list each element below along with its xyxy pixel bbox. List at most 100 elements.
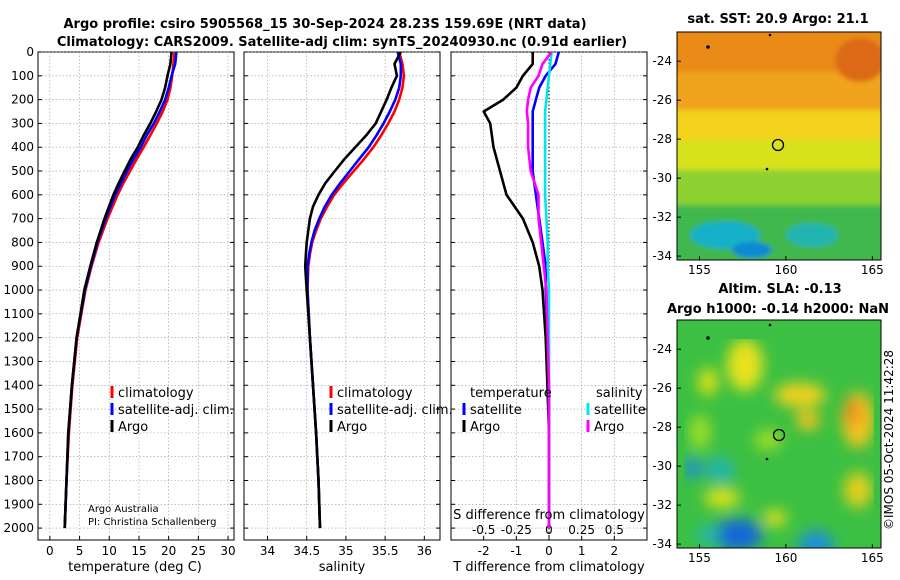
difference-legend: temperature satellite Argo salinity sate… [462, 386, 646, 435]
y-tick-label: 800 [11, 235, 34, 249]
salinity-xlabel: salinity [319, 560, 366, 575]
sla-mid [763, 510, 787, 526]
x-tick-label: 20 [161, 544, 176, 558]
x-tick-label: 34 [260, 544, 275, 558]
sla-coast-dot [768, 323, 772, 327]
sst-map-title: sat. SST: 20.9 Argo: 21.1 [687, 12, 868, 27]
credit-line1: Argo Australia [88, 504, 159, 515]
sst-cool-patch [690, 221, 760, 249]
map-y-tick-label: -32 [652, 498, 672, 512]
y-tick-label: 700 [11, 212, 34, 226]
y-tick-label: 400 [11, 140, 34, 154]
y-tick-label: 500 [11, 164, 34, 178]
sst-coast-dot [765, 167, 769, 171]
map-y-tick-label: -26 [652, 93, 672, 107]
sla-peak [845, 398, 861, 426]
sla-high [796, 410, 820, 430]
y-tick-label: 900 [11, 259, 34, 273]
x-tick-label: 34.5 [293, 544, 320, 558]
x2-tick-label: -0.5 [472, 523, 495, 537]
y-tick-label: 1700 [3, 450, 34, 464]
sst-coast-dot [768, 33, 772, 37]
sla-mid [704, 488, 740, 508]
series-line-salinity-argo [525, 51, 553, 529]
sla-high [698, 368, 718, 396]
salinity-panel: 34 34.5 35 35.5 36 [243, 51, 441, 558]
x-tick-label: -2 [478, 544, 490, 558]
temperature-xlabel: temperature (deg C) [68, 560, 202, 575]
x-tick-label: 25 [191, 544, 206, 558]
sla-map-field [677, 320, 881, 548]
sla-low [684, 458, 702, 478]
x-tick-label: 0 [545, 544, 553, 558]
y-tick-label: 1000 [3, 283, 34, 297]
sla-map-frame [676, 319, 882, 549]
figure-title-line1: Argo profile: csiro 5905568_15 30-Sep-20… [63, 17, 586, 32]
sla-low [706, 458, 734, 482]
sst-coast-dot [706, 45, 710, 49]
x-tick-label: 5 [76, 544, 84, 558]
sst-map-ticks: 155 160 165 -24 -26 -28 -30 -32 -34 [652, 54, 883, 277]
x-tick-label: 35.5 [372, 544, 399, 558]
legend-label-argo: Argo [337, 420, 367, 435]
y-tick-label: 1800 [3, 473, 34, 487]
y-tick-label: 200 [11, 93, 34, 107]
map-y-tick-label: -32 [652, 210, 672, 224]
map-y-tick-label: -30 [652, 171, 672, 185]
temperature-panel: 0100200300400500600700800900100011001200… [3, 45, 235, 558]
y-tick-label: 1200 [3, 331, 34, 345]
map-x-tick-label: 165 [861, 263, 884, 277]
map-x-tick-label: 155 [688, 551, 711, 565]
sla-low [798, 531, 834, 548]
x-tick-label: 35 [338, 544, 353, 558]
legend-title-salinity: salinity [596, 386, 643, 401]
sla-profile-marker [772, 428, 786, 442]
x-tick-label: 1 [578, 544, 586, 558]
difference-panel: -2 -1 0 1 2 -0.5 -0.25 0 0.25 0.5 [450, 51, 648, 558]
map-y-tick-label: -28 [652, 132, 672, 146]
legend-label-temp-argo: Argo [470, 420, 500, 435]
sla-low [714, 519, 762, 548]
watermark: ©IMOS 05-Oct-2024 11:42:28 [882, 350, 896, 530]
legend-label-climatology: climatology [118, 386, 194, 401]
y-tick-label: 600 [11, 188, 34, 202]
sst-cool-patch-2 [786, 223, 838, 247]
y-tick-label: 1400 [3, 378, 34, 392]
sst-warm-patch [835, 38, 881, 82]
map-x-tick-label: 155 [688, 263, 711, 277]
sst-map-frame [676, 31, 882, 261]
difference-xlabel: T difference from climatology [452, 560, 645, 575]
sla-mid [844, 472, 872, 508]
x-tick-label: 30 [220, 544, 235, 558]
salinity-legend: climatology satellite-adj. clim. Argo [329, 386, 453, 435]
y-tick-label: 1100 [3, 307, 34, 321]
legend-title-temperature: temperature [470, 386, 552, 401]
series-line-temperature-argo [482, 52, 551, 529]
x2-tick-label: 0.5 [605, 523, 624, 537]
sst-cold-patch [732, 242, 772, 258]
map-y-tick-label: -34 [652, 249, 672, 263]
map-y-tick-label: -28 [652, 420, 672, 434]
x-tick-label: -1 [510, 544, 522, 558]
temperature-legend: climatology satellite-adj. clim. Argo [110, 386, 234, 435]
x2-tick-label: -0.25 [501, 523, 532, 537]
map-y-tick-label: -24 [652, 54, 672, 68]
plot-frame [243, 51, 441, 541]
sla-low [696, 525, 720, 545]
legend-label-temp-satellite: satellite [470, 403, 522, 418]
sst-map-field [677, 32, 881, 260]
map-y-tick-label: -30 [652, 459, 672, 473]
sst-green-band [677, 170, 881, 210]
sla-coast-dot [765, 457, 769, 461]
map-y-tick-label: -24 [652, 342, 672, 356]
legend-label-climatology: climatology [337, 386, 413, 401]
map-y-tick-label: -26 [652, 381, 672, 395]
sla-high [774, 383, 826, 407]
y-tick-label: 1900 [3, 497, 34, 511]
map-y-tick-label: -34 [652, 537, 672, 551]
sla-map-subtitle: Argo h1000: -0.14 h2000: NaN [667, 302, 889, 317]
map-x-tick-label: 160 [774, 551, 797, 565]
y-tick-label: 300 [11, 116, 34, 130]
figure-title-line2: Climatology: CARS2009. Satellite-adj cli… [57, 35, 627, 50]
